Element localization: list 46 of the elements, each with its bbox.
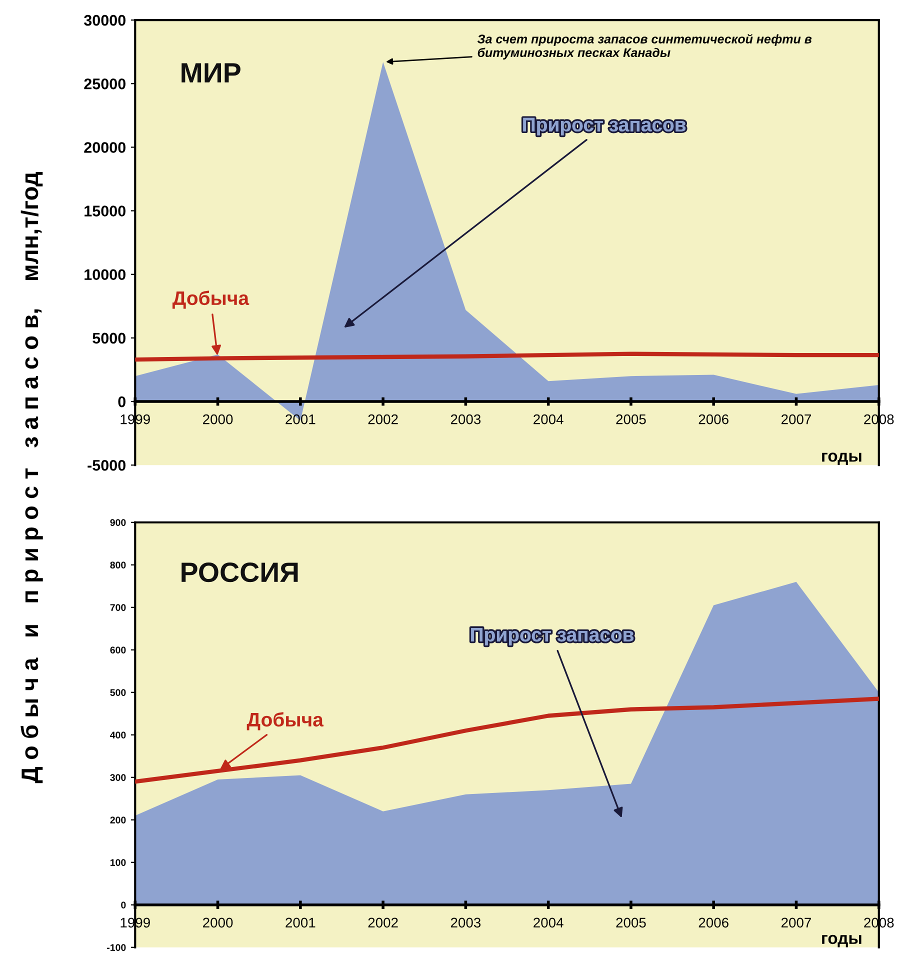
y-tick-label: -100	[107, 944, 126, 951]
x-tick-label: 2004	[534, 414, 564, 424]
text: Добыча	[172, 290, 250, 309]
x-tick-label: 2002	[368, 918, 398, 928]
x-tick-label: 2005	[616, 918, 646, 928]
y-tick-label: 500	[110, 689, 126, 696]
y-tick-label: 900	[110, 519, 126, 526]
y-tick-label: 15000	[84, 206, 126, 216]
y-tick-label: 0	[118, 396, 126, 408]
x-tick-label: 2003	[450, 918, 481, 928]
text: Прирост запасов	[523, 118, 686, 136]
y-tick-label: 100	[110, 859, 126, 866]
y-tick-label: 300	[110, 774, 126, 781]
x-tick-label: 2004	[534, 918, 564, 928]
x-tick-label: 2005	[616, 414, 646, 424]
x-axis-title: годы	[822, 452, 862, 465]
text: МИР	[182, 63, 240, 82]
x-tick-label: 2001	[286, 918, 316, 928]
x-tick-label: 2006	[698, 414, 728, 424]
y-tick-label: 20000	[84, 142, 126, 153]
x-tick-label: 2000	[203, 918, 233, 928]
y-tick-label: -5000	[88, 460, 126, 471]
x-tick-label: 2000	[203, 414, 233, 424]
x-tick-label: 2003	[450, 414, 481, 424]
series-label: Добыча	[246, 712, 324, 730]
x-axis-title: годы	[822, 934, 862, 948]
y-tick-label: 25000	[84, 78, 126, 90]
text: Прирост запасов	[471, 628, 634, 646]
x-tick-label: 2002	[368, 414, 398, 424]
x-tick-label: 2001	[286, 414, 316, 424]
line-series	[135, 696, 879, 784]
y-tick-label: 5000	[92, 332, 126, 344]
y-tick-label: 200	[110, 816, 126, 824]
y-tick-label: 10000	[84, 269, 126, 280]
y-tick-label: 0	[121, 902, 126, 908]
y-tick-label: 800	[110, 562, 126, 568]
annotation: За счет прироста запасов синтетической нефти в битуминозных песках Канады	[477, 34, 812, 60]
y-axis-title: Д о б ы ч а и п р и р о с т з а п а с о в, млн,т/год	[20, 172, 43, 784]
x-tick-label: 2007	[781, 414, 811, 424]
y-tick-label: 30000	[84, 14, 126, 26]
x-tick-label: 2006	[698, 918, 728, 928]
y-tick-label: 600	[110, 646, 126, 654]
x-tick-label: 2007	[781, 918, 811, 928]
y-tick-label: 400	[110, 732, 126, 738]
y-tick-label: 700	[110, 604, 126, 611]
text: РОССИЯ	[182, 562, 298, 582]
